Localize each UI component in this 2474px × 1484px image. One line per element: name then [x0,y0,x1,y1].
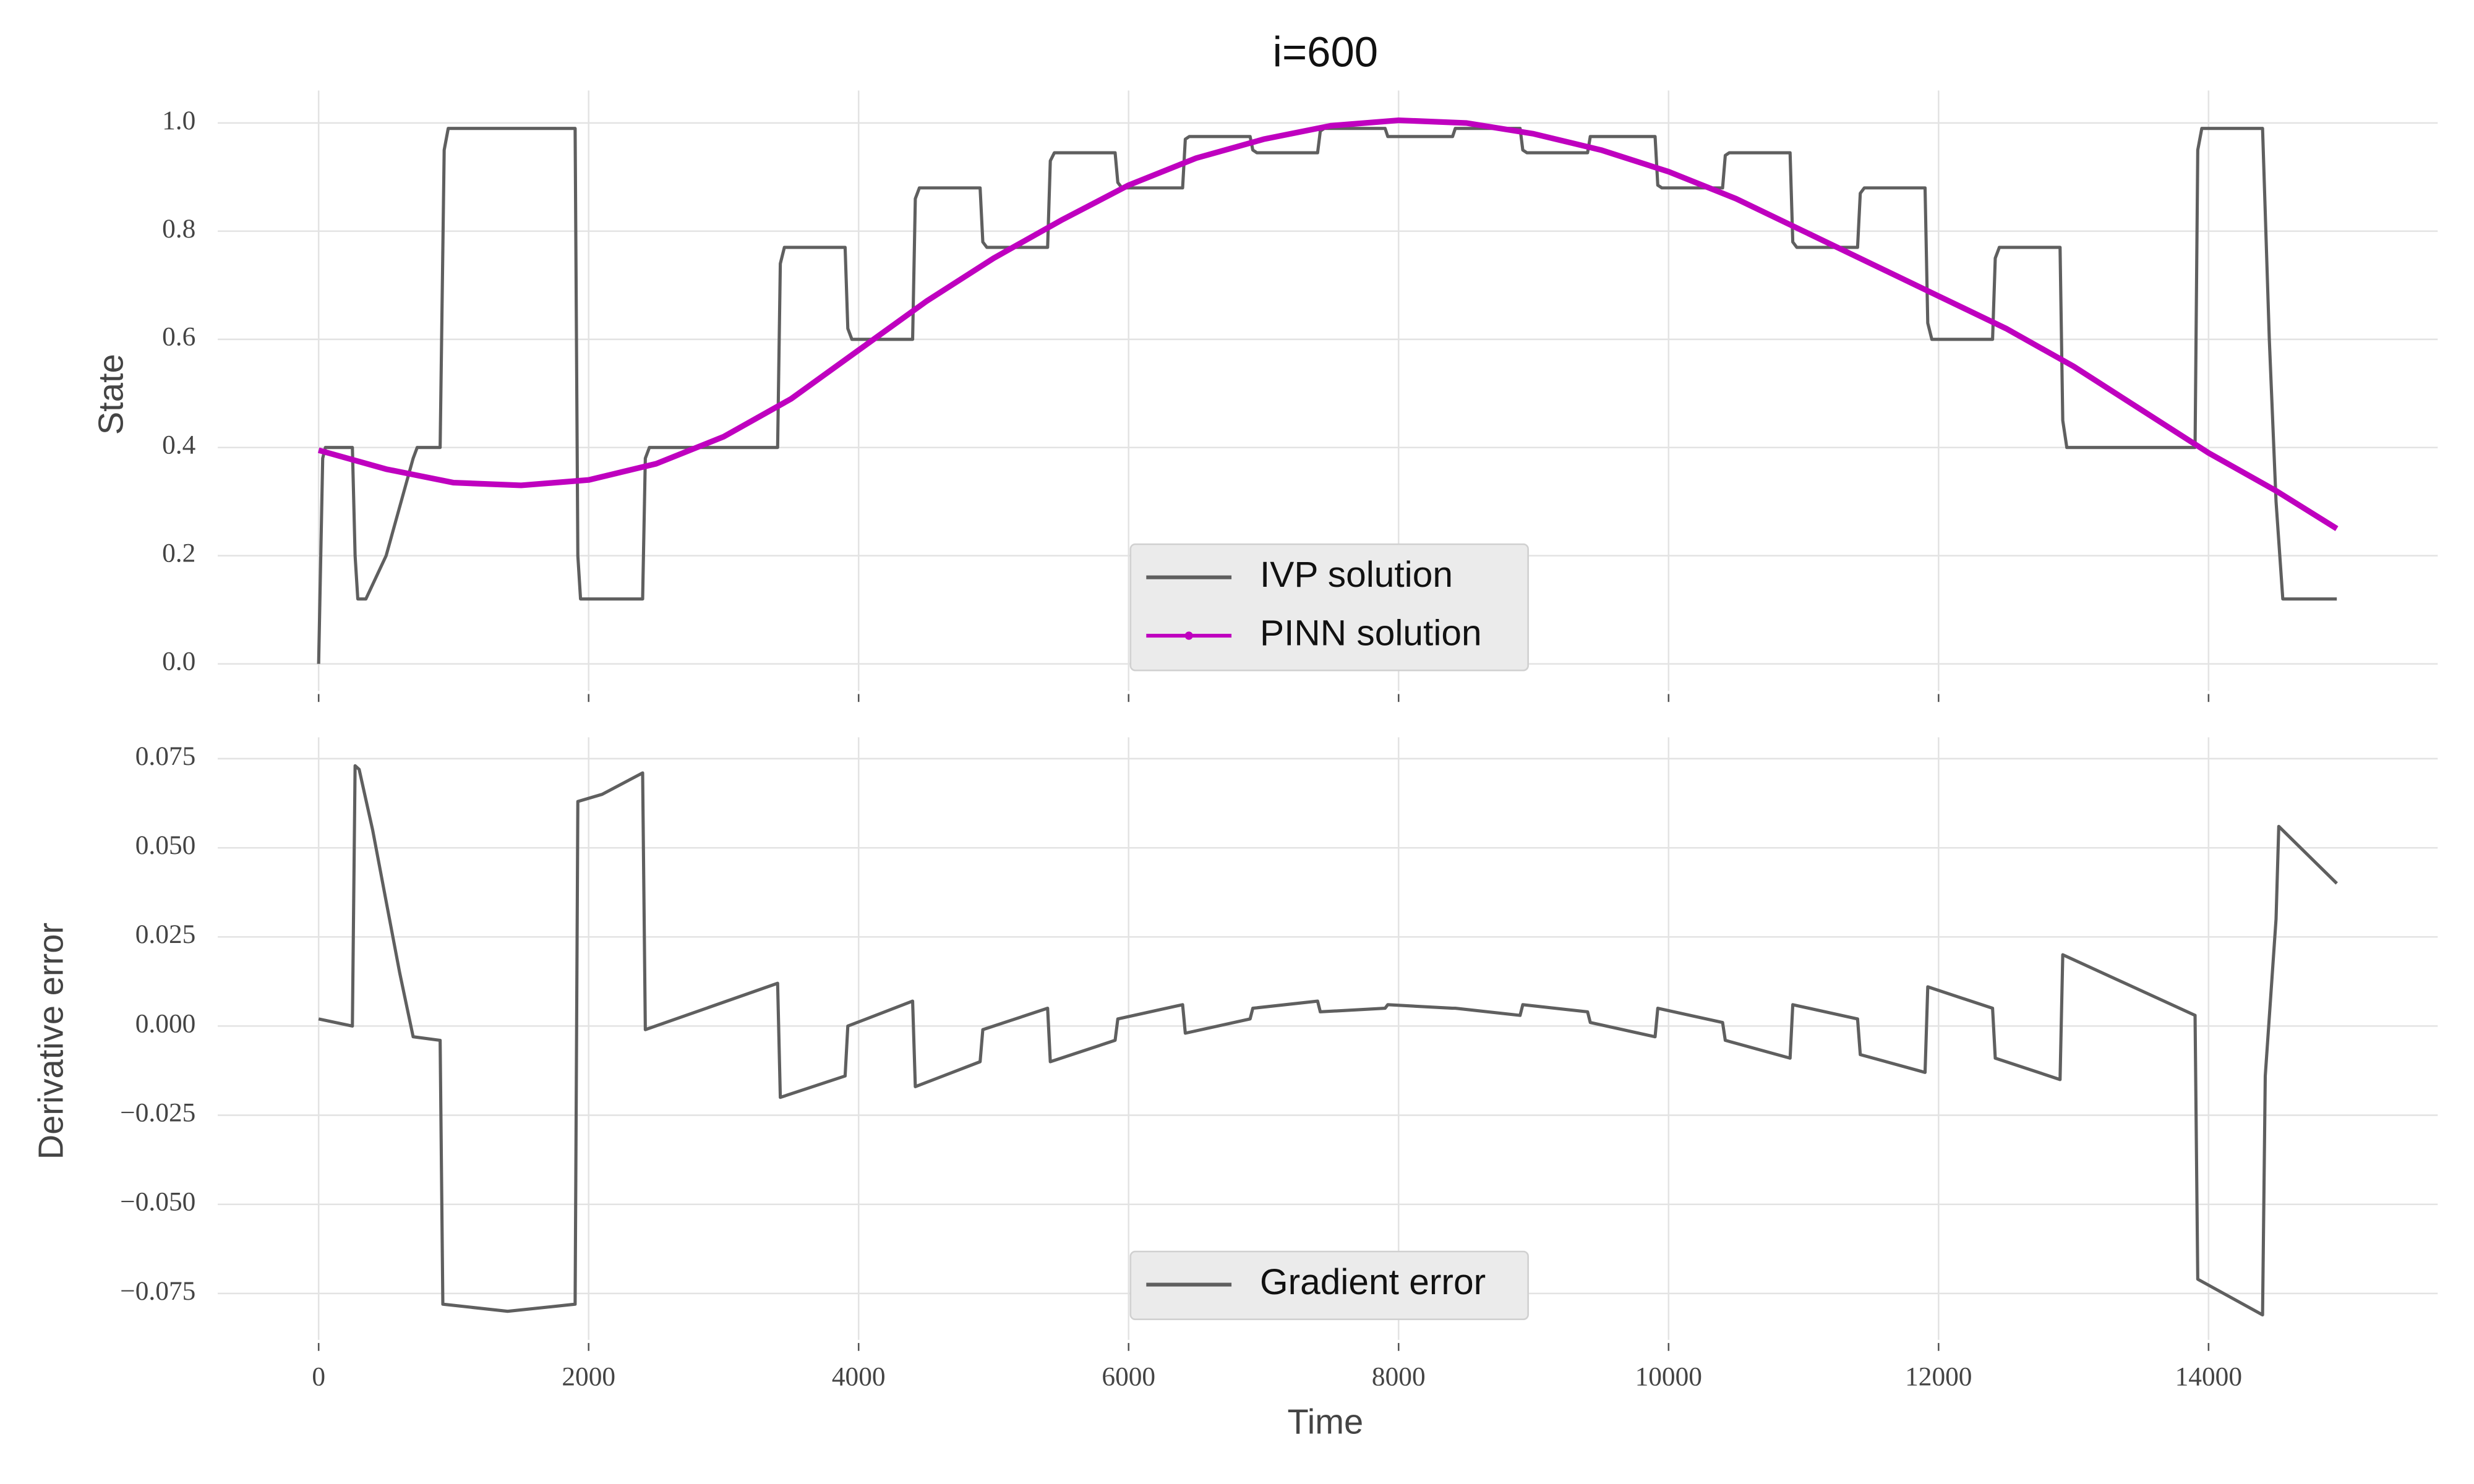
x-tick-label: 14000 [2175,1362,2242,1392]
y-tick-label: 0.025 [135,919,196,949]
y-tick-label: −0.050 [120,1187,195,1217]
x-tick-label: 10000 [1635,1362,1702,1392]
legend-label: Gradient error [1260,1262,1486,1302]
chart-title: i=600 [1273,28,1378,75]
data-line [317,117,2339,531]
legend-label: IVP solution [1260,555,1453,595]
y-tick-label: 0.2 [162,539,195,568]
x-tick-label: 2000 [562,1362,615,1392]
y-axis-label: Derivative error [32,923,71,1160]
y-tick-label: 0.4 [162,430,195,460]
data-line [317,127,2337,664]
y-tick-label: 0.075 [135,741,196,771]
y-tick-label: −0.025 [120,1098,195,1128]
y-tick-label: 0.8 [162,214,195,244]
x-tick-label: 4000 [832,1362,886,1392]
y-tick-label: 0.000 [135,1009,196,1038]
legend-marker [1184,631,1193,640]
y-tick-label: 1.0 [162,106,195,135]
legend-box [1129,1250,1529,1320]
x-tick-label: 8000 [1372,1362,1426,1392]
x-tick-label: 6000 [1102,1362,1155,1392]
y-tick-label: 0.0 [162,647,195,676]
y-tick-label: 0.6 [162,322,195,352]
data-line [318,764,2338,1317]
legend-label: PINN solution [1260,613,1482,654]
x-axis-label: Time [1288,1402,1364,1441]
x-tick-label: 0 [312,1362,325,1392]
y-axis-label: State [92,354,131,435]
x-tick-label: 12000 [1905,1362,1972,1392]
y-tick-label: 0.050 [135,830,196,860]
y-tick-label: −0.075 [120,1276,195,1306]
